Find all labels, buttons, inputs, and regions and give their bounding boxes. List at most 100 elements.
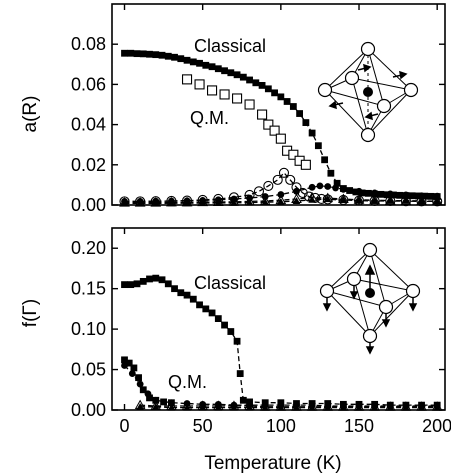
data-point xyxy=(167,403,176,411)
data-point xyxy=(263,119,274,130)
data-point xyxy=(261,198,270,206)
top-y-axis-label: a(R) xyxy=(20,96,41,133)
data-point xyxy=(167,199,176,207)
data-point xyxy=(183,403,191,411)
data-point xyxy=(288,149,299,160)
data-point xyxy=(183,199,191,207)
data-point xyxy=(396,191,404,199)
data-point xyxy=(339,403,348,411)
octahedron-distortion-top-icon xyxy=(317,41,419,143)
data-point xyxy=(296,110,304,117)
data-point xyxy=(136,199,144,207)
data-point xyxy=(285,174,296,185)
data-point xyxy=(236,370,244,377)
data-point xyxy=(120,199,129,207)
data-point xyxy=(230,198,238,206)
data-point xyxy=(316,182,324,190)
data-point xyxy=(164,52,172,60)
x-tick-label: 0 xyxy=(119,416,129,436)
data-point xyxy=(164,280,172,288)
data-point xyxy=(269,125,280,136)
data-point xyxy=(128,370,136,377)
data-point xyxy=(292,197,301,204)
data-point xyxy=(227,69,235,77)
data-point xyxy=(323,195,332,202)
data-point xyxy=(146,394,153,402)
data-point xyxy=(239,73,247,81)
data-point xyxy=(158,51,166,59)
data-point xyxy=(196,301,203,309)
data-point xyxy=(198,199,207,206)
x-tick-label: 200 xyxy=(422,416,451,436)
bottom-plot-frame xyxy=(111,227,446,411)
data-point xyxy=(338,193,349,203)
data-point xyxy=(302,119,310,126)
top-ticks: 0.00 0.02 0.04 0.06 0.08 xyxy=(71,4,445,215)
data-point xyxy=(121,362,128,369)
data-point xyxy=(214,65,222,73)
y-tick-label: 0.20 xyxy=(71,238,106,258)
data-point xyxy=(198,403,207,411)
data-point xyxy=(283,98,291,105)
data-point xyxy=(371,189,379,197)
data-point xyxy=(308,183,316,191)
data-point xyxy=(431,195,443,206)
top-panel: 0.00 0.02 0.04 0.06 0.08 a(R) Classical Q.M. xyxy=(20,3,446,215)
data-point xyxy=(339,195,348,203)
data-point xyxy=(417,403,426,411)
data-point xyxy=(277,403,285,411)
data-point xyxy=(244,99,255,110)
data-point xyxy=(202,61,210,69)
data-point xyxy=(214,199,223,206)
data-point xyxy=(152,51,160,59)
data-point xyxy=(300,159,311,170)
data-point xyxy=(171,285,178,293)
top-series xyxy=(119,49,443,207)
data-point xyxy=(127,49,135,57)
data-point xyxy=(189,295,197,303)
data-point xyxy=(277,197,285,205)
data-point xyxy=(314,142,322,150)
y-tick-label: 0.06 xyxy=(71,74,106,94)
x-axis-label: Temperature (K) xyxy=(204,453,341,474)
data-point xyxy=(151,402,160,410)
data-point xyxy=(386,190,394,198)
data-point xyxy=(158,276,166,284)
data-point xyxy=(278,167,290,178)
data-point xyxy=(133,280,141,288)
data-point xyxy=(219,89,230,100)
bottom-annotation-qm: Q.M. xyxy=(168,372,207,392)
data-point xyxy=(370,403,379,411)
data-point xyxy=(136,402,144,410)
data-point xyxy=(151,199,160,207)
data-point xyxy=(245,198,254,206)
data-point xyxy=(308,129,316,137)
series-filled-triangle xyxy=(120,195,441,207)
data-point xyxy=(289,103,297,110)
data-point xyxy=(135,374,142,382)
data-point xyxy=(233,71,241,79)
data-point xyxy=(277,93,285,101)
data-point xyxy=(271,89,278,97)
data-point xyxy=(239,396,247,404)
data-point xyxy=(152,274,160,282)
data-point xyxy=(402,191,410,199)
data-point xyxy=(214,403,223,411)
data-point xyxy=(221,67,228,75)
data-point xyxy=(417,197,426,204)
bottom-series xyxy=(121,274,443,411)
data-point xyxy=(130,364,138,372)
data-point xyxy=(370,196,379,204)
data-point xyxy=(181,74,193,85)
data-point xyxy=(196,59,203,67)
data-point xyxy=(139,277,147,285)
data-point xyxy=(324,183,332,190)
series-curve xyxy=(140,406,438,409)
x-tick-label: 100 xyxy=(266,416,296,436)
data-point xyxy=(121,281,128,289)
y-tick-label: 0.02 xyxy=(71,155,106,175)
data-point xyxy=(127,281,135,289)
y-tick-label: 0.04 xyxy=(71,115,106,135)
y-tick-label: 0.08 xyxy=(71,34,106,54)
data-point xyxy=(160,398,167,406)
